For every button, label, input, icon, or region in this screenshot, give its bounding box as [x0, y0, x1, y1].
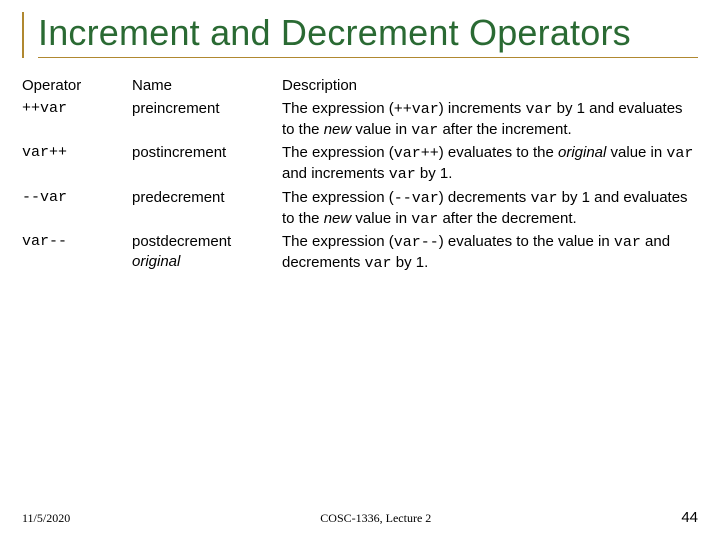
- t: and increments: [282, 165, 389, 182]
- t: ) evaluates to the: [439, 144, 558, 161]
- t: by 1.: [392, 254, 429, 271]
- t: new: [324, 121, 352, 138]
- footer-course: COSC-1336, Lecture 2: [320, 511, 431, 526]
- t: original: [132, 253, 180, 270]
- t: The expression (: [282, 189, 394, 206]
- t: value in: [351, 121, 411, 138]
- t: after the decrement.: [438, 210, 576, 227]
- operators-table: Operator Name Description ++var preincre…: [22, 76, 698, 276]
- desc-predec: The expression (--var) decrements var by…: [282, 188, 698, 233]
- t: ) evaluates to the value in: [439, 233, 614, 250]
- desc-postdec: The expression (var--) evaluates to the …: [282, 232, 698, 277]
- t: value in: [606, 144, 666, 161]
- t: var: [411, 211, 438, 228]
- t: by 1.: [416, 165, 453, 182]
- t: var: [365, 255, 392, 272]
- op-postdec: var--: [22, 232, 122, 277]
- t: ++var: [394, 101, 439, 118]
- op-preinc: ++var: [22, 99, 122, 144]
- footer-date: 11/5/2020: [22, 511, 70, 526]
- t: var--: [394, 234, 439, 251]
- desc-preinc: The expression (++var) increments var by…: [282, 99, 698, 144]
- title-block: Increment and Decrement Operators: [22, 12, 698, 58]
- t: var: [525, 101, 552, 118]
- title-rule: [38, 57, 698, 58]
- t: The expression (: [282, 100, 394, 117]
- col-description: Description: [282, 76, 698, 98]
- t: var++: [394, 145, 439, 162]
- name-postdec: postdecrement original: [132, 232, 272, 277]
- op-predec: --var: [22, 188, 122, 233]
- col-operator: Operator: [22, 76, 122, 98]
- t: new: [324, 210, 352, 227]
- col-name: Name: [132, 76, 272, 98]
- t: after the increment.: [438, 121, 571, 138]
- t: ) increments: [439, 100, 526, 117]
- name-predec: predecrement: [132, 188, 272, 233]
- t: var: [666, 145, 693, 162]
- t: var: [614, 234, 641, 251]
- slide-footer: 11/5/2020 COSC-1336, Lecture 2 44: [22, 509, 698, 526]
- op-postinc: var++: [22, 143, 122, 188]
- t: postdecrement: [132, 233, 231, 250]
- t: ) decrements: [439, 189, 531, 206]
- t: var: [389, 166, 416, 183]
- t: original: [558, 144, 606, 161]
- t: The expression (: [282, 233, 394, 250]
- t: --var: [394, 190, 439, 207]
- footer-page: 44: [681, 509, 698, 526]
- t: var: [411, 122, 438, 139]
- page-title: Increment and Decrement Operators: [38, 12, 698, 53]
- desc-postinc: The expression (var++) evaluates to the …: [282, 143, 698, 188]
- t: var: [530, 190, 557, 207]
- t: The expression (: [282, 144, 394, 161]
- name-preinc: preincrement: [132, 99, 272, 144]
- name-postinc: postincrement: [132, 143, 272, 188]
- t: value in: [351, 210, 411, 227]
